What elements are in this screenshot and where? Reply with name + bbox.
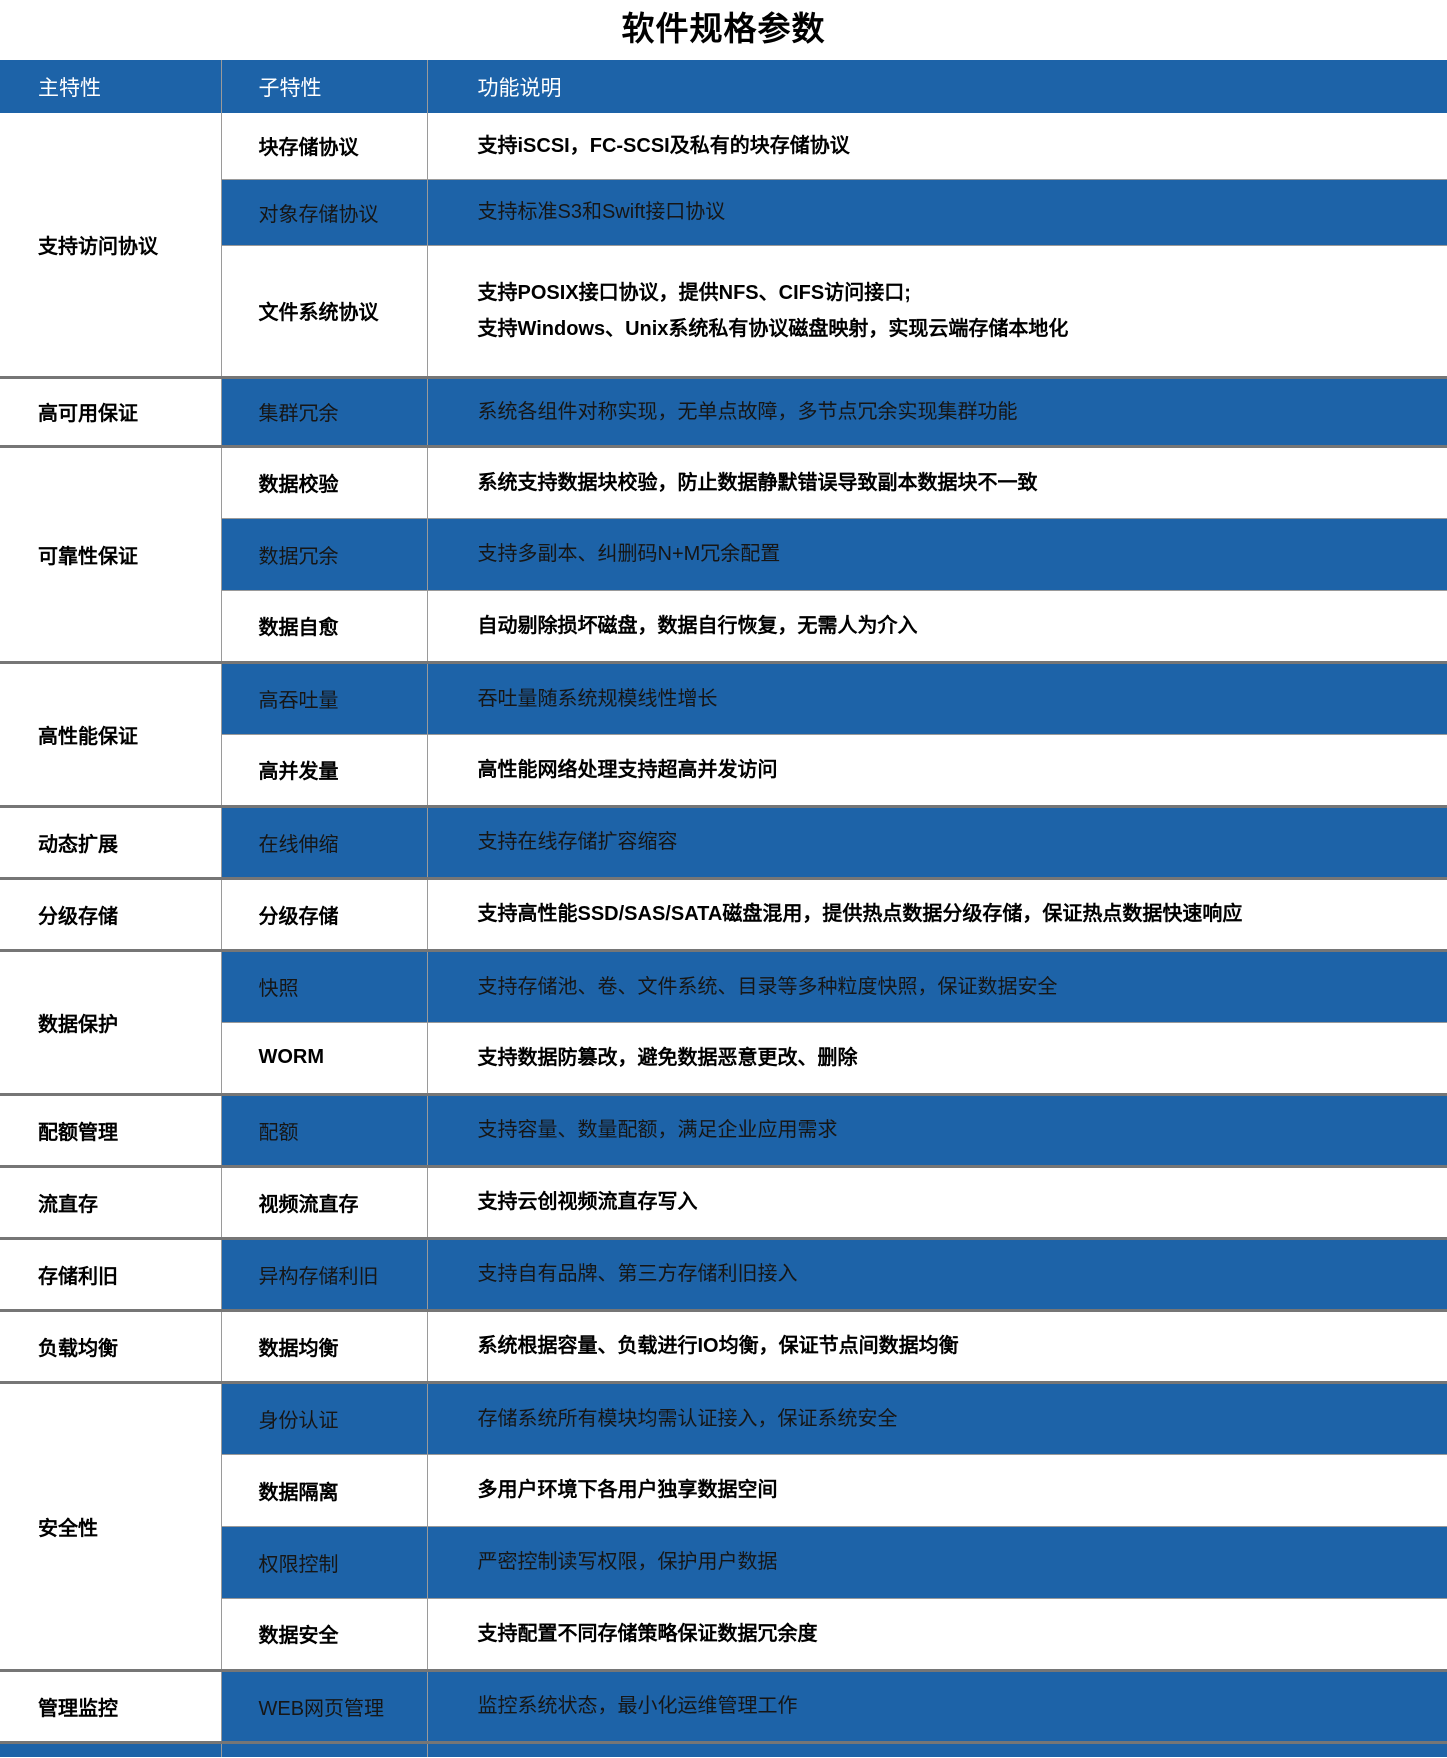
main-feature-cell: 高可用保证 <box>0 375 222 446</box>
table-row: 安全性 身份认证 存储系统所有模块均需认证接入，保证系统安全 <box>0 1380 1447 1670</box>
sub-feature-cell: 高并发量 <box>221 733 428 806</box>
feature-description-cell: 支持自有品牌、第三方存储利旧接入 <box>427 1236 1447 1310</box>
feature-description-cell: 支持数据防篡改，避免数据恶意更改、删除 <box>427 1021 1447 1094</box>
feature-description-cell: 支持iSCSI，FC-SCSI及私有的块存储协议 <box>427 113 1447 179</box>
sub-feature-cell: 高吞吐量 <box>221 660 428 734</box>
feature-description-cell: 支持云创视频流直存写入 <box>427 1164 1447 1238</box>
sub-feature-cell: 对象存储协议 <box>221 178 428 245</box>
partial-cell <box>427 1740 1447 1757</box>
main-feature-cell: 配额管理 <box>0 1092 222 1166</box>
table-row: 动态扩展 在线伸缩 支持在线存储扩容缩容 <box>0 804 1447 878</box>
table-row: 配额管理 配额 支持容量、数量配额，满足企业应用需求 <box>0 1092 1447 1166</box>
sub-feature-cell: 数据隔离 <box>221 1453 428 1526</box>
sub-feature-cell: 身份认证 <box>221 1380 428 1454</box>
sub-feature-cell: 数据均衡 <box>221 1308 428 1382</box>
feature-description-cell: 系统各组件对称实现，无单点故障，多节点冗余实现集群功能 <box>427 375 1447 446</box>
sub-feature-cell: 数据自愈 <box>221 589 428 662</box>
sub-feature-cell: 块存储协议 <box>221 113 428 179</box>
table-row: WORM 支持数据防篡改，避免数据恶意更改、删除 <box>0 1021 1447 1094</box>
sub-feature-cell: WORM <box>221 1021 428 1094</box>
feature-description-cell: 监控系统状态，最小化运维管理工作 <box>427 1668 1447 1742</box>
main-feature-cell: 高性能保证 <box>0 660 222 806</box>
partial-cell <box>0 1740 222 1757</box>
sub-feature-cell: 权限控制 <box>221 1525 428 1598</box>
main-feature-cell: 分级存储 <box>0 876 222 950</box>
partial-cell <box>221 1740 428 1757</box>
header-main-feature: 主特性 <box>0 60 222 113</box>
table-row: 数据保护 快照 支持存储池、卷、文件系统、目录等多种粒度快照，保证数据安全 <box>0 948 1447 1094</box>
feature-description-cell: 系统根据容量、负载进行IO均衡，保证节点间数据均衡 <box>427 1308 1447 1382</box>
sub-feature-cell: 数据冗余 <box>221 517 428 590</box>
main-feature-cell: 可靠性保证 <box>0 444 222 662</box>
sub-feature-cell: 配额 <box>221 1092 428 1166</box>
feature-description-cell: 支持高性能SSD/SAS/SATA磁盘混用，提供热点数据分级存储，保证热点数据快… <box>427 876 1447 950</box>
table-row: 高可用保证 集群冗余 系统各组件对称实现，无单点故障，多节点冗余实现集群功能 <box>0 375 1447 446</box>
feature-description-cell: 高性能网络处理支持超高并发访问 <box>427 733 1447 806</box>
header-function-desc: 功能说明 <box>427 60 1447 113</box>
sub-feature-cell: 快照 <box>221 948 428 1022</box>
feature-description-cell: 支持存储池、卷、文件系统、目录等多种粒度快照，保证数据安全 <box>427 948 1447 1022</box>
main-feature-cell: 管理监控 <box>0 1668 222 1742</box>
table-row: 分级存储 分级存储 支持高性能SSD/SAS/SATA磁盘混用，提供热点数据分级… <box>0 876 1447 950</box>
software-spec-table: 主特性 子特性 功能说明 支持访问协议 块存储协议 支持iSCSI，FC-SCS… <box>0 60 1447 1757</box>
feature-description-cell: 存储系统所有模块均需认证接入，保证系统安全 <box>427 1380 1447 1454</box>
feature-description-cell: 自动剔除损坏磁盘，数据自行恢复，无需人为介入 <box>427 589 1447 662</box>
sub-feature-cell: 数据校验 <box>221 444 428 518</box>
sub-feature-cell: WEB网页管理 <box>221 1668 428 1742</box>
table-row: 数据隔离 多用户环境下各用户独享数据空间 <box>0 1453 1447 1526</box>
feature-description-cell: 多用户环境下各用户独享数据空间 <box>427 1453 1447 1526</box>
feature-description-cell: 支持容量、数量配额，满足企业应用需求 <box>427 1092 1447 1166</box>
table-row: 管理监控 WEB网页管理 监控系统状态，最小化运维管理工作 <box>0 1668 1447 1742</box>
main-feature-cell: 数据保护 <box>0 948 222 1094</box>
table-row: 数据安全 支持配置不同存储策略保证数据冗余度 <box>0 1597 1447 1670</box>
page-title: 软件规格参数 <box>621 10 826 47</box>
partial-bottom-row <box>0 1740 1447 1757</box>
table-row: 高并发量 高性能网络处理支持超高并发访问 <box>0 733 1447 806</box>
sub-feature-cell: 异构存储利旧 <box>221 1236 428 1310</box>
main-feature-cell: 流直存 <box>0 1164 222 1238</box>
table-row: 负载均衡 数据均衡 系统根据容量、负载进行IO均衡，保证节点间数据均衡 <box>0 1308 1447 1382</box>
main-feature-cell: 支持访问协议 <box>0 113 222 377</box>
feature-description-cell: 支持配置不同存储策略保证数据冗余度 <box>427 1597 1447 1670</box>
feature-description-cell: 支持多副本、纠删码N+M冗余配置 <box>427 517 1447 590</box>
header-sub-feature: 子特性 <box>221 60 428 113</box>
table-row: 流直存 视频流直存 支持云创视频流直存写入 <box>0 1164 1447 1238</box>
table-row: 存储利旧 异构存储利旧 支持自有品牌、第三方存储利旧接入 <box>0 1236 1447 1310</box>
sub-feature-cell: 集群冗余 <box>221 375 428 446</box>
table-row: 数据自愈 自动剔除损坏磁盘，数据自行恢复，无需人为介入 <box>0 589 1447 662</box>
table-row: 支持访问协议 块存储协议 支持iSCSI，FC-SCSI及私有的块存储协议 <box>0 113 1447 377</box>
main-feature-cell: 负载均衡 <box>0 1308 222 1382</box>
table-row: 文件系统协议 支持POSIX接口协议，提供NFS、CIFS访问接口; 支持Win… <box>0 244 1447 377</box>
feature-description-cell: 支持在线存储扩容缩容 <box>427 804 1447 878</box>
sub-feature-cell: 视频流直存 <box>221 1164 428 1238</box>
feature-description-cell: 支持标准S3和Swift接口协议 <box>427 178 1447 245</box>
feature-description-cell: 严密控制读写权限，保护用户数据 <box>427 1525 1447 1598</box>
main-feature-cell: 安全性 <box>0 1380 222 1670</box>
sub-feature-cell: 文件系统协议 <box>221 244 428 377</box>
feature-description-cell: 吞吐量随系统规模线性增长 <box>427 660 1447 734</box>
main-feature-cell: 动态扩展 <box>0 804 222 878</box>
table-row: 高性能保证 高吞吐量 吞吐量随系统规模线性增长 <box>0 660 1447 806</box>
table-row: 数据冗余 支持多副本、纠删码N+M冗余配置 <box>0 517 1447 590</box>
sub-feature-cell: 数据安全 <box>221 1597 428 1670</box>
feature-description-cell: 系统支持数据块校验，防止数据静默错误导致副本数据块不一致 <box>427 444 1447 518</box>
table-row: 可靠性保证 数据校验 系统支持数据块校验，防止数据静默错误导致副本数据块不一致 <box>0 444 1447 662</box>
table-header-row: 主特性 子特性 功能说明 <box>0 60 1447 113</box>
feature-description-cell: 支持POSIX接口协议，提供NFS、CIFS访问接口; 支持Windows、Un… <box>427 244 1447 377</box>
table-row: 对象存储协议 支持标准S3和Swift接口协议 <box>0 178 1447 245</box>
sub-feature-cell: 分级存储 <box>221 876 428 950</box>
main-feature-cell: 存储利旧 <box>0 1236 222 1310</box>
sub-feature-cell: 在线伸缩 <box>221 804 428 878</box>
table-row: 权限控制 严密控制读写权限，保护用户数据 <box>0 1525 1447 1598</box>
